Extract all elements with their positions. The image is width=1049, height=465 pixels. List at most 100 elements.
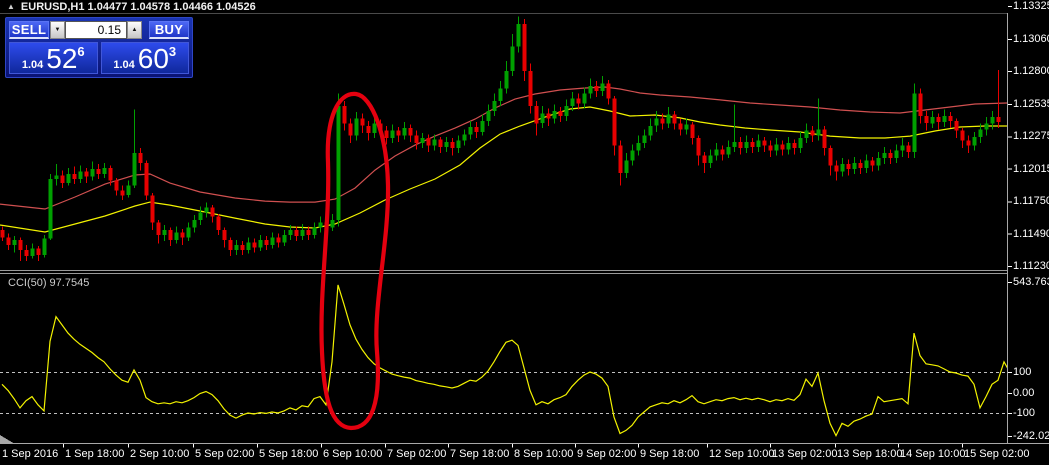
grip-triangle-icon: [0, 435, 15, 444]
candle-body: [924, 115, 929, 124]
cci-indicator-line: [1, 284, 1007, 437]
time-axis-label: 13 Sep 02:00: [772, 448, 838, 460]
sell-price-display[interactable]: 1.04 52 6: [9, 42, 98, 74]
candle-body: [234, 244, 239, 250]
candle-body: [936, 117, 941, 123]
candle-body: [954, 120, 959, 131]
candle-body: [114, 180, 119, 191]
collapse-panel-icon[interactable]: ▲: [7, 2, 15, 11]
candle-body: [906, 145, 911, 152]
candle-body: [60, 175, 65, 183]
candle-body: [504, 71, 509, 89]
candle-body: [876, 158, 881, 166]
buy-button[interactable]: BUY: [149, 21, 189, 39]
candle-body: [528, 71, 533, 106]
spinner-up-icon: ▲: [131, 27, 138, 33]
candle-body: [24, 249, 29, 257]
candle-body: [162, 230, 167, 235]
candle-body: [204, 207, 209, 213]
candle-body: [882, 153, 887, 159]
candle-body: [474, 127, 479, 132]
candle-body: [834, 165, 839, 172]
candle-body: [198, 212, 203, 220]
candle-body: [828, 148, 833, 166]
chart-title-bar: ▲ EURUSD,H1 1.04477 1.04578 1.04466 1.04…: [7, 1, 256, 13]
indicator-label: CCI(50) 97.7545: [8, 277, 90, 289]
candle-body: [108, 168, 113, 181]
buy-price-big: 60: [137, 43, 169, 74]
volume-decrease-button[interactable]: ▼: [50, 21, 65, 39]
candle-body: [294, 230, 299, 237]
candle-body: [126, 185, 131, 196]
price-axis-label: 1.12275: [1013, 130, 1049, 143]
candle-body: [432, 139, 437, 146]
candle-body: [630, 150, 635, 161]
candle-body: [690, 124, 695, 139]
buy-price-prefix: 1.04: [113, 59, 135, 71]
candle-body: [726, 146, 731, 155]
candle-body: [762, 140, 767, 146]
time-axis-label: 8 Sep 10:00: [514, 448, 574, 460]
ma-red-line: [0, 86, 1007, 210]
candle-body: [336, 105, 341, 221]
candle-body: [672, 114, 677, 124]
candle-body: [600, 83, 605, 91]
candle-body: [222, 230, 227, 240]
candle-body: [864, 160, 869, 168]
candle-body: [492, 100, 497, 111]
sell-button[interactable]: SELL: [9, 21, 49, 39]
candle-body: [450, 141, 455, 149]
candle-body: [96, 169, 101, 175]
candle-body: [30, 248, 35, 256]
candle-body: [186, 227, 191, 238]
candle-body: [420, 138, 425, 144]
price-axis[interactable]: 1.13325 1.13060 1.12800 1.12535 1.12275 1.120…: [1008, 0, 1049, 443]
price-axis-label: 1.12800: [1013, 65, 1049, 78]
candle-body: [228, 239, 233, 250]
candle-body: [366, 125, 371, 134]
candle-body: [768, 145, 773, 151]
candle-body: [546, 113, 551, 119]
volume-increase-button[interactable]: ▲: [127, 21, 142, 39]
candle-body: [738, 141, 743, 149]
candle-body: [540, 113, 545, 124]
buy-price-pip: 3: [168, 44, 177, 59]
candle-body: [810, 130, 815, 136]
candle-body: [48, 179, 53, 239]
candle-body: [348, 123, 353, 136]
candle-body: [0, 230, 5, 238]
time-axis[interactable]: 1 Sep 2016 1 Sep 18:00 2 Sep 10:00 5 Sep 02…: [0, 444, 1049, 465]
one-click-trading-panel: SELL ▼ ▲ BUY 1.04 52 6 1.04 60 3: [5, 17, 193, 78]
candle-body: [54, 175, 59, 180]
candle-body: [594, 86, 599, 91]
candle-body: [960, 130, 965, 141]
candle-body: [942, 115, 947, 122]
buy-price-display[interactable]: 1.04 60 3: [100, 42, 189, 74]
candle-body: [822, 129, 827, 149]
cci-axis-label: -100: [1013, 407, 1036, 419]
candle-body: [744, 141, 749, 149]
candle-body: [618, 145, 623, 173]
candle-body: [510, 46, 515, 72]
candle-body: [144, 163, 149, 196]
candle-body: [780, 144, 785, 150]
time-axis-label: 5 Sep 18:00: [259, 448, 319, 460]
volume-input[interactable]: [65, 21, 127, 39]
time-axis-label: 9 Sep 18:00: [640, 448, 700, 460]
candle-body: [900, 145, 905, 151]
time-axis-label: 1 Sep 2016: [2, 448, 59, 460]
candle-body: [78, 171, 83, 180]
candle-body: [42, 238, 47, 255]
candle-body: [384, 130, 389, 139]
hand-drawn-circle-annotation: [319, 91, 391, 431]
time-axis-label: 5 Sep 02:00: [195, 448, 255, 460]
candle-body: [930, 117, 935, 124]
price-axis-label: 1.11750: [1013, 195, 1049, 208]
candle-body: [648, 125, 653, 136]
candle-body: [444, 141, 449, 147]
candle-body: [84, 171, 89, 177]
candle-body: [210, 207, 215, 217]
candle-body: [774, 144, 779, 151]
